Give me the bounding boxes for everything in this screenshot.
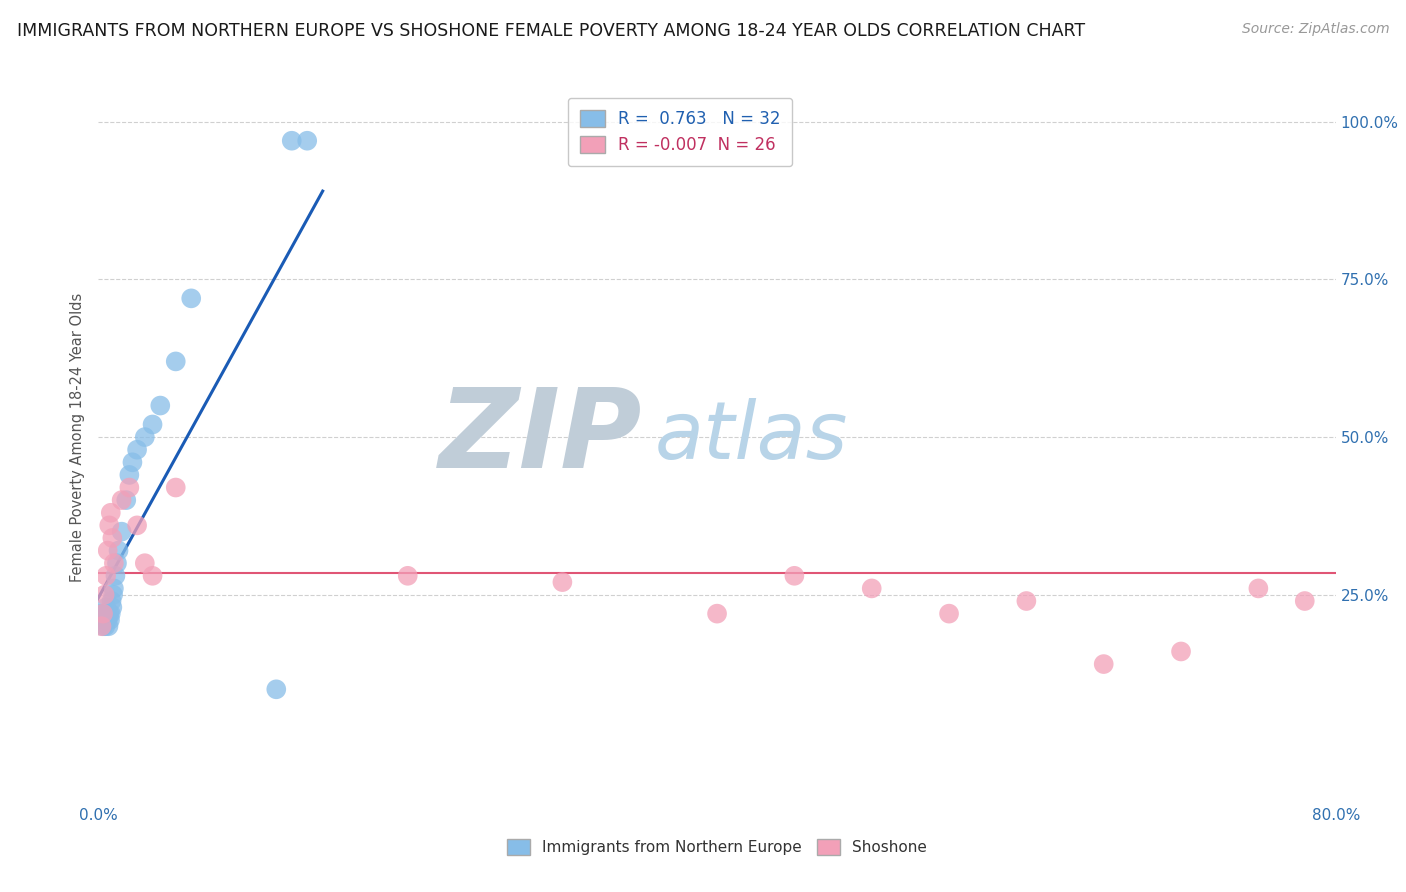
Point	[1092, 657, 1115, 671]
Point	[264, 682, 288, 697]
Point	[91, 619, 114, 633]
Point	[93, 588, 115, 602]
Point	[141, 569, 165, 583]
Point	[297, 134, 319, 148]
Point	[96, 607, 118, 621]
Point	[115, 493, 138, 508]
Point	[111, 524, 132, 539]
Point	[134, 430, 156, 444]
Point	[551, 575, 574, 590]
Text: ZIP: ZIP	[439, 384, 643, 491]
Point	[100, 607, 122, 621]
Point	[97, 543, 120, 558]
Point	[860, 582, 883, 596]
Point	[706, 607, 728, 621]
Text: IMMIGRANTS FROM NORTHERN EUROPE VS SHOSHONE FEMALE POVERTY AMONG 18-24 YEAR OLDS: IMMIGRANTS FROM NORTHERN EUROPE VS SHOSH…	[17, 22, 1085, 40]
Point	[101, 600, 124, 615]
Point	[134, 556, 156, 570]
Point	[127, 442, 149, 457]
Point	[97, 619, 120, 633]
Point	[165, 354, 187, 368]
Point	[103, 556, 125, 570]
Point	[94, 619, 117, 633]
Point	[91, 607, 114, 621]
Point	[783, 569, 806, 583]
Point	[107, 543, 129, 558]
Point	[93, 613, 115, 627]
Point	[1170, 644, 1192, 658]
Point	[98, 613, 121, 627]
Point	[100, 594, 122, 608]
Point	[93, 607, 115, 621]
Point	[90, 619, 112, 633]
Point	[105, 556, 128, 570]
Point	[938, 607, 960, 621]
Point	[281, 134, 304, 148]
Point	[111, 493, 132, 508]
Point	[98, 607, 121, 621]
Point	[101, 531, 124, 545]
Point	[127, 518, 149, 533]
Point	[118, 481, 141, 495]
Point	[97, 613, 120, 627]
Point	[103, 582, 125, 596]
Y-axis label: Female Poverty Among 18-24 Year Olds: Female Poverty Among 18-24 Year Olds	[70, 293, 86, 582]
Point	[98, 518, 121, 533]
Point	[101, 588, 124, 602]
Point	[96, 569, 118, 583]
Point	[96, 600, 118, 615]
Point	[149, 399, 172, 413]
Point	[396, 569, 419, 583]
Text: Source: ZipAtlas.com: Source: ZipAtlas.com	[1241, 22, 1389, 37]
Text: atlas: atlas	[655, 398, 848, 476]
Point	[100, 506, 122, 520]
Point	[1015, 594, 1038, 608]
Point	[90, 607, 112, 621]
Point	[1247, 582, 1270, 596]
Point	[1294, 594, 1316, 608]
Point	[118, 467, 141, 482]
Point	[104, 569, 127, 583]
Point	[180, 291, 202, 305]
Point	[165, 481, 187, 495]
Legend: Immigrants from Northern Europe, Shoshone: Immigrants from Northern Europe, Shoshon…	[501, 833, 934, 861]
Point	[121, 455, 143, 469]
Point	[141, 417, 165, 432]
